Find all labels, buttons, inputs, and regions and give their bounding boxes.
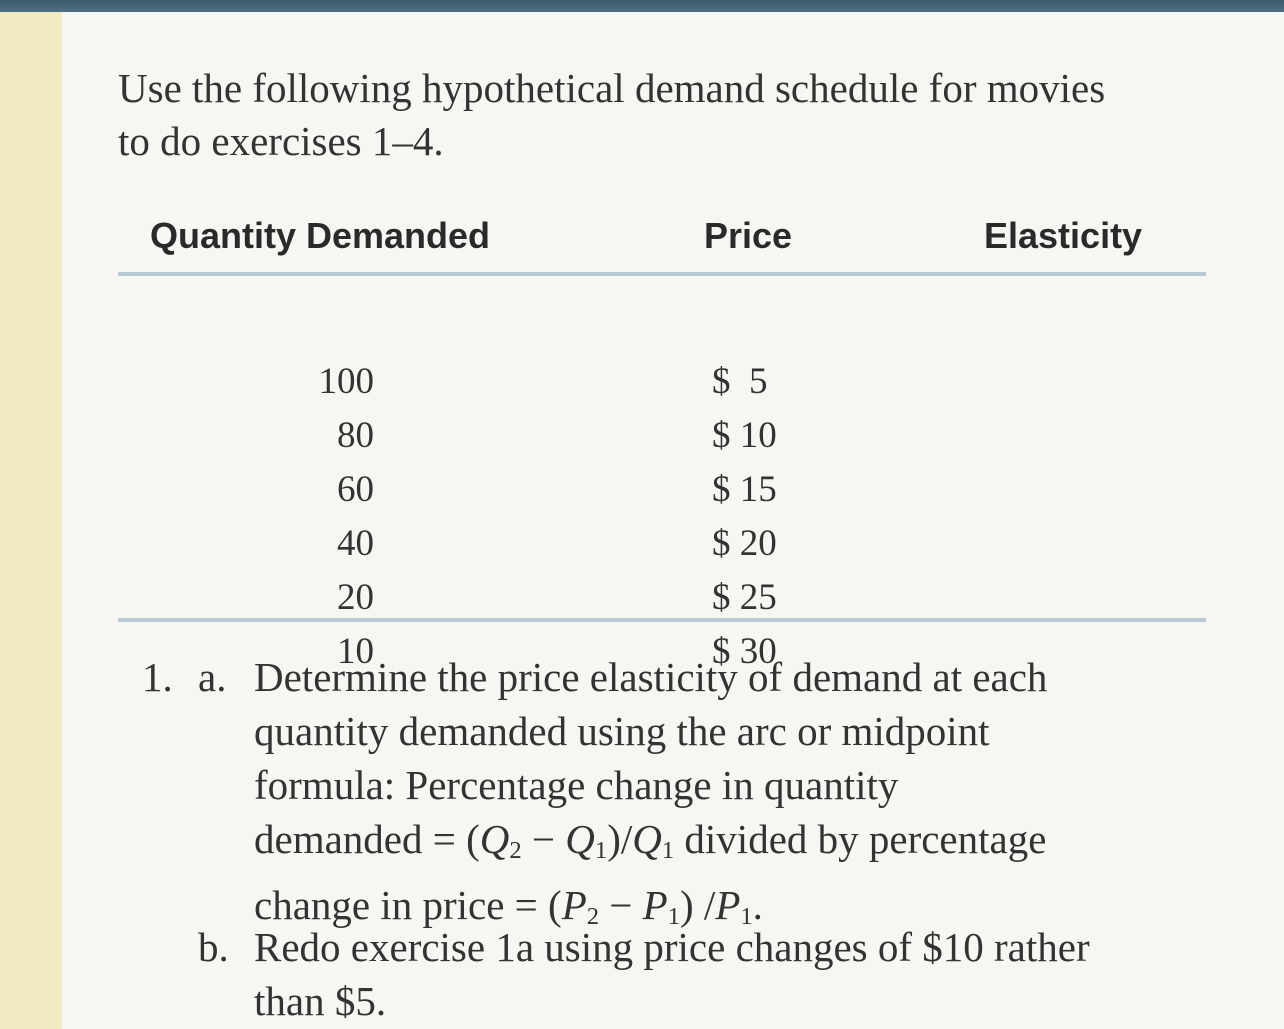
formula-minus: − — [521, 816, 566, 862]
part-a-line: quantity demanded using the arc or midpo… — [254, 708, 990, 754]
top-bar — [0, 0, 1284, 12]
table-row: 60 $ 15 — [118, 468, 1206, 522]
table-row: 80 $ 10 — [118, 414, 1206, 468]
subscript: 1 — [740, 902, 753, 930]
cell-quantity: 60 — [337, 469, 374, 510]
subscript: 1 — [667, 902, 681, 930]
formula-text: . — [752, 881, 763, 928]
formula-minus: − — [599, 881, 643, 928]
formula-divide: )/ — [607, 816, 633, 862]
cell-price: $ 20 — [712, 523, 777, 564]
part-a-line: Determine the price elasticity of demand… — [254, 654, 1048, 700]
cell-quantity: 100 — [318, 361, 375, 402]
part-a-line: formula: Percentage change in quantity — [254, 762, 899, 808]
formula-text: divided by percentage — [674, 816, 1047, 862]
price-formula-line: change in price = (P2 − P1) /P1. — [254, 878, 1184, 944]
subscript: 2 — [586, 902, 600, 930]
quantity-formula-line: demanded = (Q2 − Q1)/Q1 divided by perce… — [254, 812, 1184, 878]
subscript: 1 — [594, 836, 608, 864]
cell-price: $ 10 — [712, 415, 777, 456]
table-body: 100 $ 5 80 $ 10 60 $ 15 40 $ 20 20 $ 25 … — [118, 276, 1206, 672]
subscript: 2 — [509, 836, 522, 864]
symbol-q: Q — [632, 816, 662, 862]
part-a-text: Determine the price elasticity of demand… — [254, 650, 1184, 944]
part-b-line: Redo exercise 1a using price changes of … — [254, 924, 1090, 970]
intro-line-1: Use the following hypothetical demand sc… — [118, 65, 1106, 111]
subscript: 1 — [661, 836, 675, 864]
part-b-label: b. — [198, 924, 229, 970]
cell-quantity: 40 — [337, 523, 374, 564]
symbol-q: Q — [479, 816, 510, 862]
table-row: 100 $ 5 — [118, 360, 1206, 414]
symbol-q: Q — [565, 816, 595, 862]
exercise-number: 1. — [142, 654, 173, 700]
table-header: Quantity Demanded Price Elasticity — [118, 210, 1206, 276]
symbol-p: P — [561, 881, 587, 928]
left-margin-stripe — [0, 12, 62, 1029]
cell-price: $ 15 — [712, 469, 777, 510]
part-a-label: a. — [198, 654, 227, 700]
intro-paragraph: Use the following hypothetical demand sc… — [118, 62, 1228, 168]
header-price: Price — [704, 215, 793, 256]
cell-quantity: 80 — [337, 415, 374, 456]
cell-price: $ 25 — [712, 577, 777, 618]
demand-schedule-table: Quantity Demanded Price Elasticity 100 $… — [118, 210, 1206, 672]
cell-quantity: 20 — [337, 577, 374, 618]
formula-text: demanded = ( — [254, 816, 480, 862]
symbol-p: P — [642, 881, 668, 928]
symbol-p: P — [715, 881, 741, 928]
formula-divide: ) / — [680, 881, 716, 928]
formula-text: change in price = ( — [254, 881, 562, 928]
table-row: 10 $ 30 — [118, 630, 1206, 684]
cell-quantity: 10 — [337, 631, 374, 672]
header-quantity-demanded: Quantity Demanded — [150, 215, 491, 256]
table-row: 40 $ 20 — [118, 522, 1206, 576]
part-b-text: Redo exercise 1a using price changes of … — [254, 920, 1214, 1028]
table-row: 20 $ 25 — [118, 576, 1206, 630]
part-b-line: than $5. — [254, 978, 387, 1024]
cell-price: $ 30 — [712, 631, 777, 672]
cell-price: $ 5 — [712, 361, 768, 402]
intro-line-2: to do exercises 1–4. — [118, 118, 444, 164]
header-elasticity: Elasticity — [984, 215, 1143, 256]
